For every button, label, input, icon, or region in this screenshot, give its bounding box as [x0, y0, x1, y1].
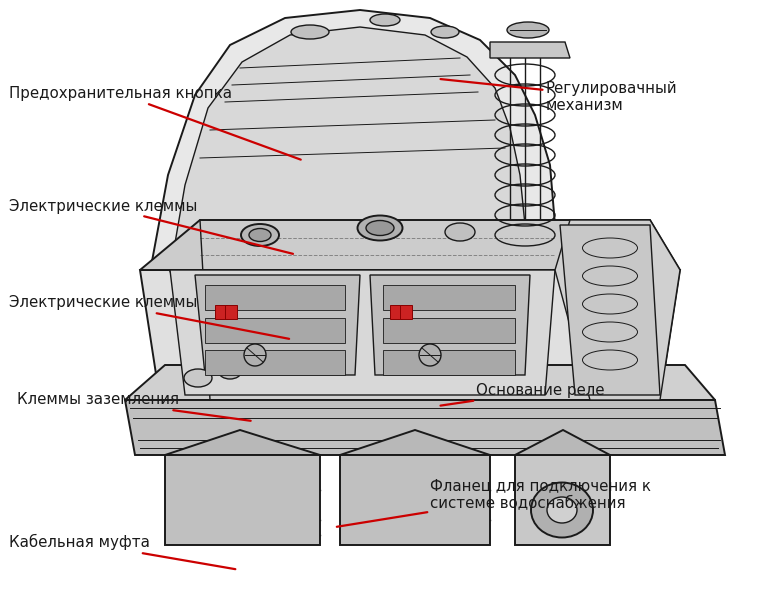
Polygon shape — [560, 225, 660, 395]
Text: Регулировачный
механизм: Регулировачный механизм — [441, 79, 677, 113]
Polygon shape — [195, 275, 360, 375]
Ellipse shape — [249, 228, 271, 242]
Polygon shape — [383, 285, 515, 310]
Ellipse shape — [219, 365, 241, 379]
Ellipse shape — [531, 482, 593, 538]
Text: Электрические клеммы: Электрические клеммы — [9, 199, 293, 254]
Polygon shape — [215, 305, 227, 319]
Ellipse shape — [241, 224, 279, 246]
Text: Основание реле: Основание реле — [441, 384, 604, 405]
Ellipse shape — [431, 26, 459, 38]
Ellipse shape — [244, 344, 266, 366]
Polygon shape — [140, 270, 680, 400]
Polygon shape — [205, 350, 345, 375]
Polygon shape — [515, 455, 610, 545]
Polygon shape — [340, 430, 490, 455]
Polygon shape — [383, 350, 515, 375]
Polygon shape — [170, 270, 555, 395]
Text: Кабельная муфта: Кабельная муфта — [9, 534, 235, 569]
Ellipse shape — [184, 369, 212, 387]
Polygon shape — [140, 220, 680, 270]
Text: Предохранительная кнопка: Предохранительная кнопка — [9, 87, 301, 159]
Polygon shape — [165, 455, 320, 545]
Polygon shape — [205, 285, 345, 310]
Polygon shape — [555, 220, 680, 400]
Polygon shape — [370, 275, 530, 375]
Ellipse shape — [291, 25, 329, 39]
Text: Клеммы заземления: Клеммы заземления — [17, 393, 250, 421]
Ellipse shape — [370, 14, 400, 26]
Polygon shape — [205, 318, 345, 343]
Polygon shape — [150, 10, 555, 272]
Polygon shape — [390, 305, 402, 319]
Polygon shape — [340, 455, 490, 545]
Polygon shape — [125, 365, 715, 400]
Text: Электрические клеммы: Электрические клеммы — [9, 296, 289, 339]
Polygon shape — [170, 27, 525, 272]
Polygon shape — [400, 305, 412, 319]
Ellipse shape — [419, 344, 441, 366]
Text: Фланец для подключения к
системе водоснабжения: Фланец для подключения к системе водосна… — [337, 478, 651, 527]
Ellipse shape — [357, 216, 402, 241]
Ellipse shape — [445, 223, 475, 241]
Polygon shape — [165, 430, 320, 455]
Polygon shape — [383, 318, 515, 343]
Polygon shape — [515, 430, 610, 455]
Polygon shape — [125, 400, 725, 455]
Polygon shape — [225, 305, 237, 319]
Ellipse shape — [366, 221, 394, 236]
Polygon shape — [490, 42, 570, 58]
Ellipse shape — [547, 497, 577, 523]
Ellipse shape — [507, 22, 549, 38]
